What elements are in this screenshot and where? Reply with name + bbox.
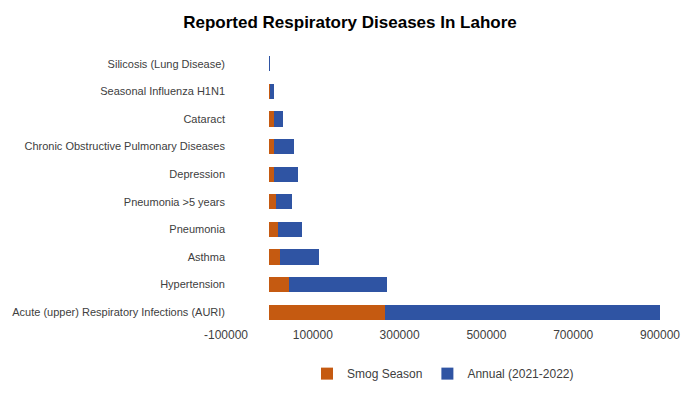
svg-text:Acute (upper) Respiratory Infe: Acute (upper) Respiratory Infections (AU… — [12, 306, 225, 318]
svg-text:Pneumonia >5 years: Pneumonia >5 years — [124, 196, 226, 208]
svg-text:Reported Respiratory Diseases: Reported Respiratory Diseases In Lahore — [183, 13, 517, 32]
svg-text:Pneumonia: Pneumonia — [169, 223, 226, 235]
svg-text:Depression: Depression — [169, 168, 225, 180]
svg-text:Silicosis (Lung Disease): Silicosis (Lung Disease) — [108, 58, 225, 70]
svg-text:900000: 900000 — [640, 328, 680, 342]
svg-text:Cataract: Cataract — [183, 113, 225, 125]
svg-text:700000: 700000 — [553, 328, 593, 342]
svg-text:100000: 100000 — [293, 328, 333, 342]
svg-text:Annual (2021-2022): Annual (2021-2022) — [467, 367, 573, 381]
svg-text:Seasonal Influenza H1N1: Seasonal Influenza H1N1 — [100, 85, 225, 97]
svg-text:Smog Season: Smog Season — [347, 367, 422, 381]
svg-text:500000: 500000 — [466, 328, 506, 342]
svg-text:Asthma: Asthma — [188, 251, 226, 263]
svg-text:Hypertension: Hypertension — [160, 278, 225, 290]
svg-text:Chronic Obstructive Pulmonary: Chronic Obstructive Pulmonary Diseases — [24, 140, 225, 152]
svg-text:300000: 300000 — [380, 328, 420, 342]
svg-text:-100000: -100000 — [204, 328, 248, 342]
